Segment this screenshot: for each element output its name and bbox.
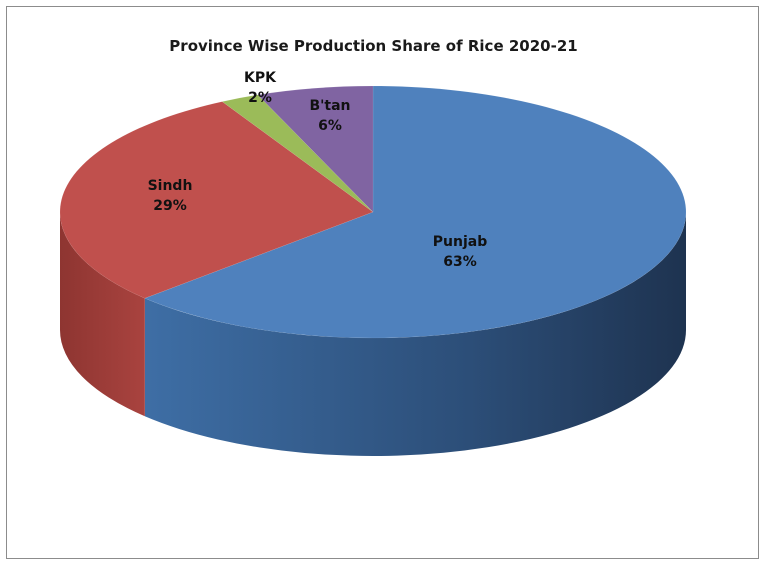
- pie-sides: [60, 212, 686, 457]
- slice-side-sindh: [60, 212, 145, 417]
- slice-label-kpk: KPK 2%: [244, 70, 277, 106]
- slice-b-tan: [257, 85, 374, 213]
- slice-label-b-tan: B'tan 6%: [309, 98, 350, 134]
- slice-side-punjab: [144, 212, 686, 457]
- slice-punjab: [144, 85, 687, 339]
- chart-title: Province Wise Production Share of Rice 2…: [169, 37, 578, 55]
- slice-label-sindh: Sindh 29%: [148, 178, 193, 214]
- slice-sindh: [59, 101, 374, 299]
- pie-labels: Punjab 63% Sindh 29% KPK 2% B'tan 6%: [148, 70, 488, 270]
- pie-tops: [59, 85, 687, 339]
- slice-kpk: [221, 94, 374, 213]
- slice-label-punjab: Punjab 63%: [433, 234, 487, 270]
